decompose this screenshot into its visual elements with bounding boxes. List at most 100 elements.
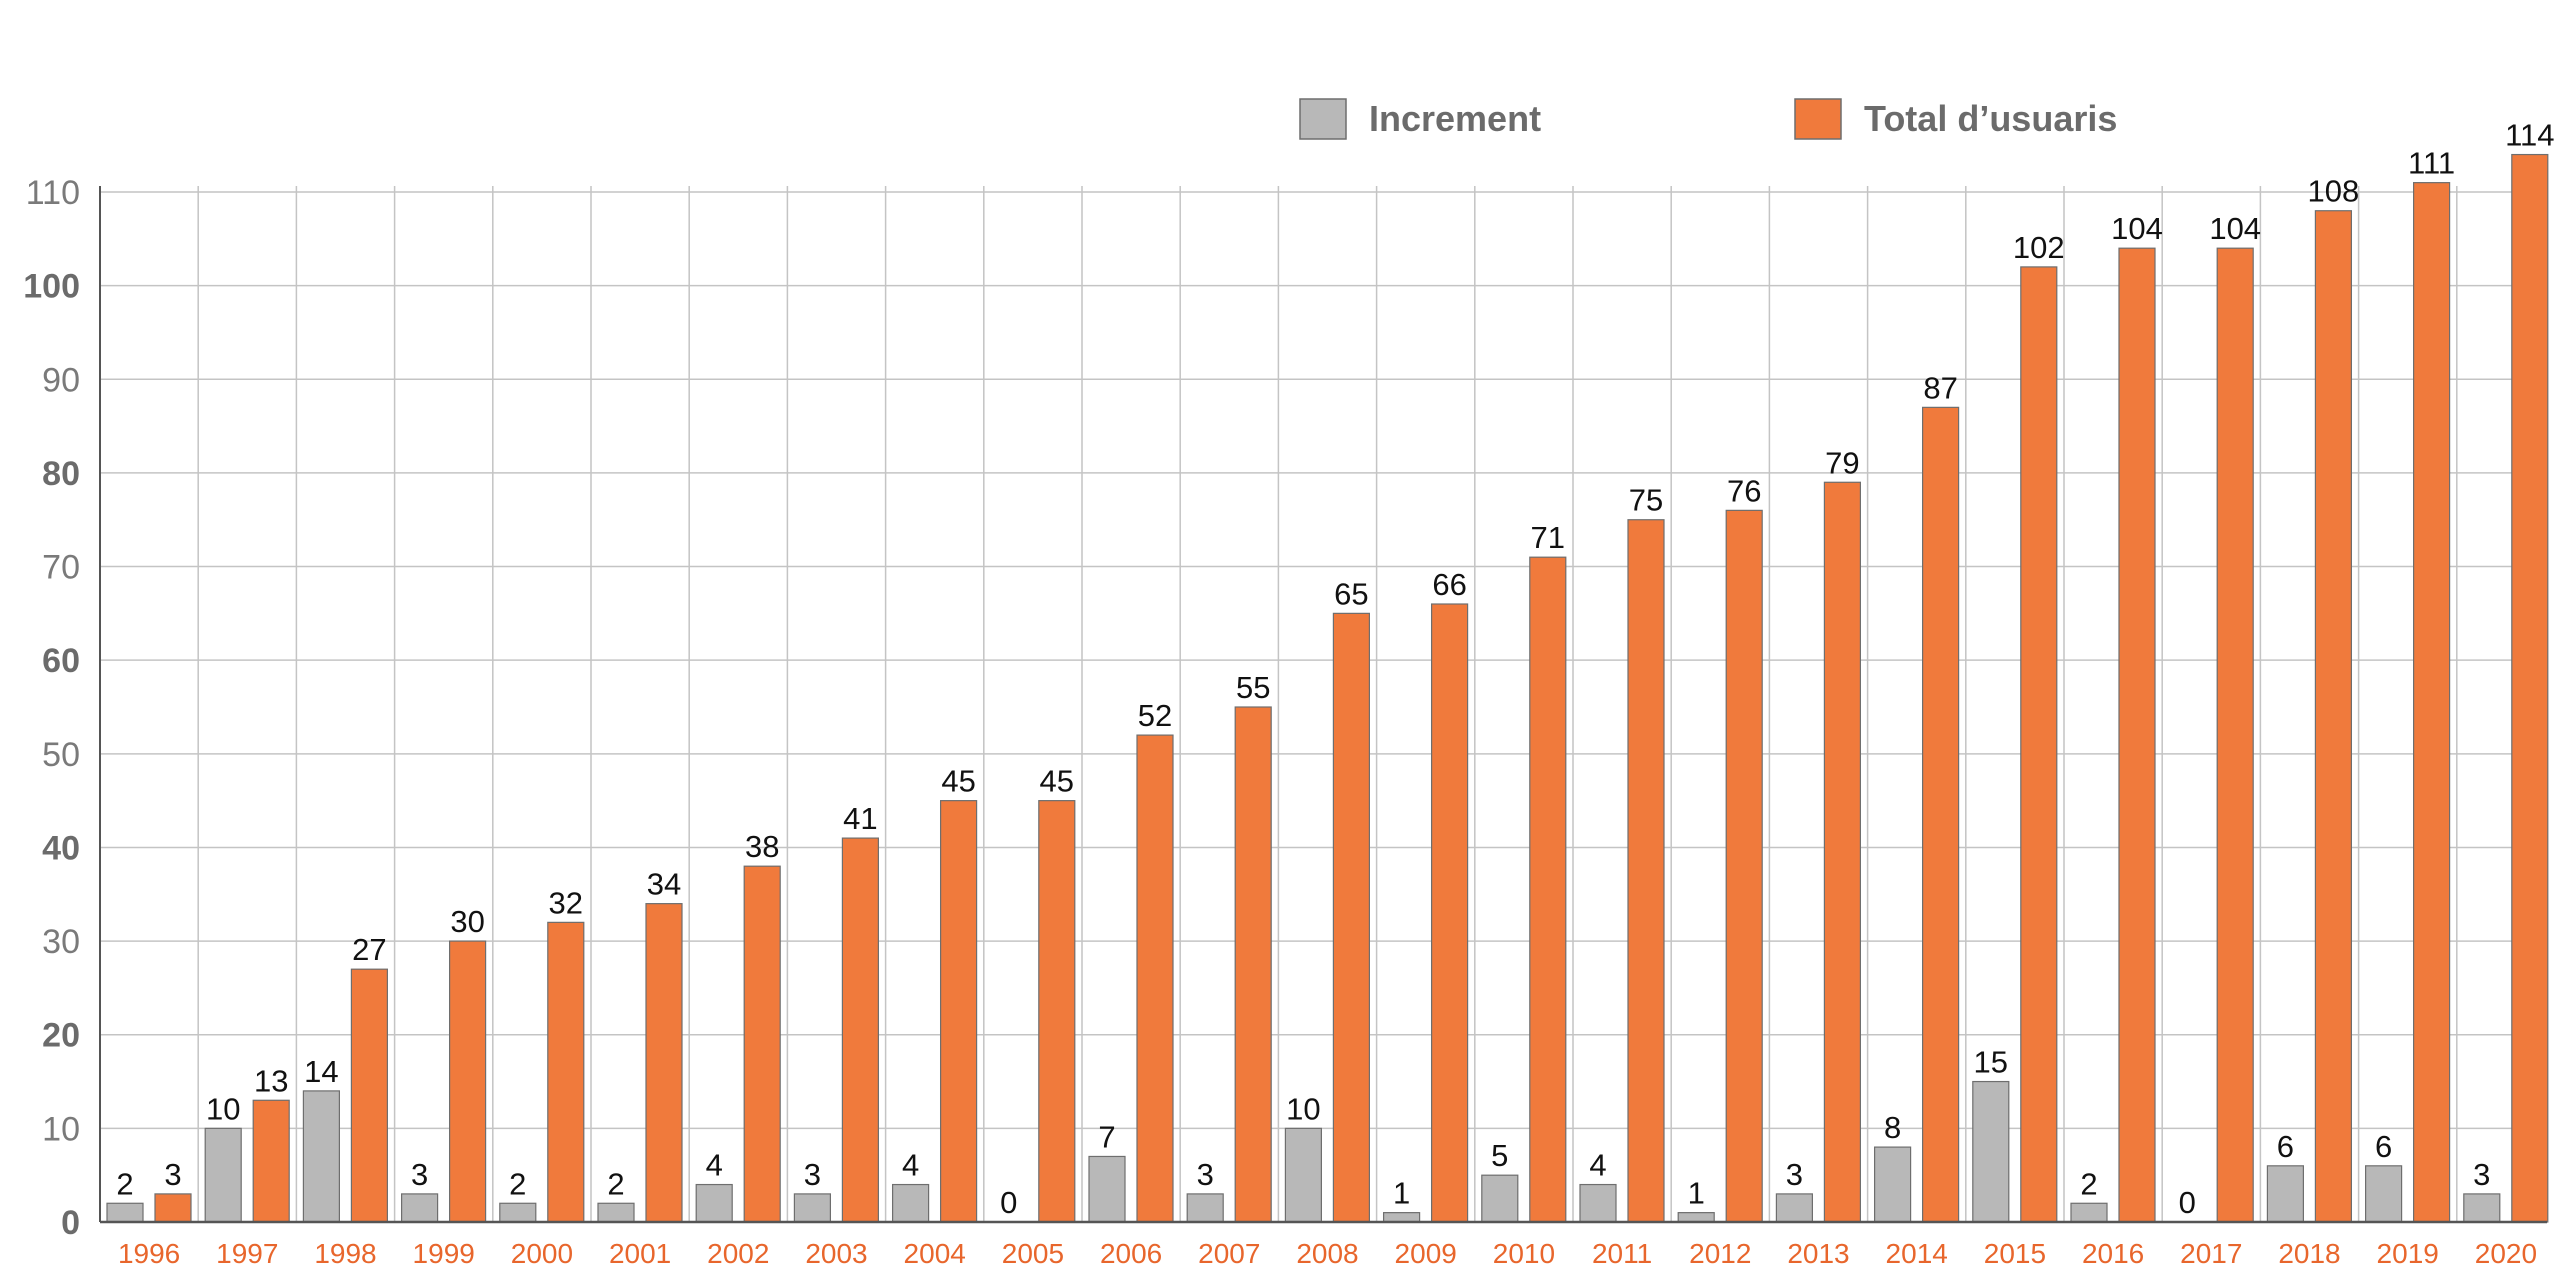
x-tick-label: 2015: [1984, 1238, 2046, 1269]
data-label-total-usuaris: 114: [2505, 118, 2554, 153]
x-tick-label: 2018: [2278, 1238, 2340, 1269]
x-tick-label: 2007: [1198, 1238, 1260, 1269]
y-tick-label: 70: [42, 549, 80, 587]
bar-increment: [1481, 1174, 1519, 1223]
bar-increment: [1382, 1212, 1421, 1223]
bar-total-usuaris: [743, 865, 781, 1223]
bar-total-usuaris: [1529, 556, 1567, 1223]
y-tick-label: 30: [42, 923, 80, 961]
bar-total-usuaris: [1921, 406, 1960, 1223]
bar-increment: [2266, 1165, 2304, 1223]
data-label-total-usuaris: 87: [1923, 370, 1957, 405]
bar-total-usuaris: [1627, 519, 1665, 1223]
y-tick-label: 10: [42, 1110, 80, 1148]
bar-increment: [1284, 1127, 1323, 1223]
x-tick-label: 2017: [2180, 1238, 2242, 1269]
data-label-increment: 1: [1393, 1176, 1410, 1211]
bar-increment: [695, 1183, 733, 1223]
x-tick-label: 2010: [1493, 1238, 1555, 1269]
bar-total-usuaris: [2413, 182, 2451, 1223]
bar-total-usuaris: [2118, 247, 2156, 1223]
data-label-total-usuaris: 13: [254, 1063, 288, 1098]
data-label-increment: 7: [1098, 1119, 1115, 1154]
data-label-increment: 1: [1688, 1176, 1705, 1211]
bar-total-usuaris: [1725, 509, 1763, 1223]
bar-total-usuaris: [2314, 210, 2352, 1223]
bar-increment: [1677, 1212, 1715, 1223]
data-label-total-usuaris: 45: [941, 764, 975, 799]
x-tick-label: 2009: [1395, 1238, 1457, 1269]
bar-total-usuaris: [154, 1193, 192, 1223]
bar-increment: [793, 1193, 832, 1223]
bar-increment: [1088, 1155, 1126, 1223]
x-tick-label: 2004: [904, 1238, 966, 1269]
bar-total-usuaris: [2511, 153, 2549, 1223]
data-label-total-usuaris: 79: [1825, 445, 1859, 480]
bar-total-usuaris: [1332, 612, 1371, 1223]
bar-total-usuaris: [1234, 706, 1272, 1223]
y-tick-label: 60: [42, 642, 80, 680]
bar-total-usuaris: [547, 921, 585, 1223]
bar-increment: [1186, 1193, 1224, 1223]
data-label-total-usuaris: 38: [745, 829, 779, 864]
bar-total-usuaris: [2216, 247, 2254, 1223]
y-tick-label: 80: [42, 455, 80, 493]
x-tick-label: 1998: [314, 1238, 376, 1269]
data-label-increment: 0: [1000, 1185, 1017, 1220]
data-label-total-usuaris: 104: [2209, 211, 2261, 246]
data-label-total-usuaris: 71: [1531, 520, 1565, 555]
x-tick-label: 2001: [609, 1238, 671, 1269]
data-label-total-usuaris: 30: [450, 904, 484, 939]
data-label-total-usuaris: 41: [843, 801, 877, 836]
data-label-increment: 14: [304, 1054, 338, 1089]
bar-total-usuaris: [252, 1099, 290, 1223]
data-label-total-usuaris: 55: [1236, 670, 1270, 705]
legend: Increment Total d’usuaris: [1299, 98, 2117, 140]
bar-increment: [1873, 1146, 1912, 1223]
bar-total-usuaris: [350, 968, 388, 1223]
legend-label-total-usuaris: Total d’usuaris: [1864, 98, 2117, 139]
x-tick-label: 2012: [1689, 1238, 1751, 1269]
bar-total-usuaris: [1823, 481, 1862, 1223]
x-tick-label: 2016: [2082, 1238, 2144, 1269]
bar-increment: [499, 1202, 537, 1223]
x-tick-label: 1997: [216, 1238, 278, 1269]
bar-increment: [106, 1202, 144, 1223]
data-label-increment: 3: [1197, 1157, 1214, 1192]
legend-swatch-increment: [1299, 98, 1347, 140]
bar-increment: [1775, 1193, 1814, 1223]
data-label-increment: 6: [2375, 1129, 2392, 1164]
x-tick-label: 2020: [2475, 1238, 2537, 1269]
data-label-total-usuaris: 65: [1334, 576, 1368, 611]
bars: [106, 153, 2549, 1223]
x-tick-label: 2005: [1002, 1238, 1064, 1269]
x-tick-label: 2000: [511, 1238, 573, 1269]
data-label-total-usuaris: 102: [2013, 230, 2065, 265]
data-label-increment: 2: [116, 1166, 133, 1201]
axes: [99, 186, 2547, 1224]
data-label-total-usuaris: 111: [2408, 146, 2455, 181]
bar-total-usuaris: [1136, 734, 1174, 1223]
legend-label-increment: Increment: [1369, 98, 1541, 139]
y-tick-label: 40: [42, 829, 80, 867]
x-tick-label: 2002: [707, 1238, 769, 1269]
x-tick-label: 2013: [1787, 1238, 1849, 1269]
bar-increment: [401, 1193, 439, 1223]
data-label-increment: 15: [1974, 1045, 2008, 1080]
data-label-increment: 3: [1786, 1157, 1803, 1192]
bar-increment: [302, 1090, 340, 1223]
x-tick-label: 2011: [1592, 1238, 1652, 1269]
data-label-total-usuaris: 32: [549, 885, 583, 920]
data-label-increment: 5: [1491, 1138, 1508, 1173]
data-label-increment: 2: [509, 1166, 526, 1201]
y-tick-label: 20: [42, 1017, 80, 1055]
bar-total-usuaris: [2020, 266, 2058, 1223]
data-label-total-usuaris: 52: [1138, 698, 1172, 733]
x-tick-label: 1996: [118, 1238, 180, 1269]
x-tick-label: 2008: [1296, 1238, 1358, 1269]
y-tick-label: 100: [23, 268, 80, 306]
data-label-increment: 0: [2179, 1185, 2196, 1220]
bar-increment: [2463, 1193, 2501, 1223]
data-label-total-usuaris: 108: [2308, 174, 2360, 209]
